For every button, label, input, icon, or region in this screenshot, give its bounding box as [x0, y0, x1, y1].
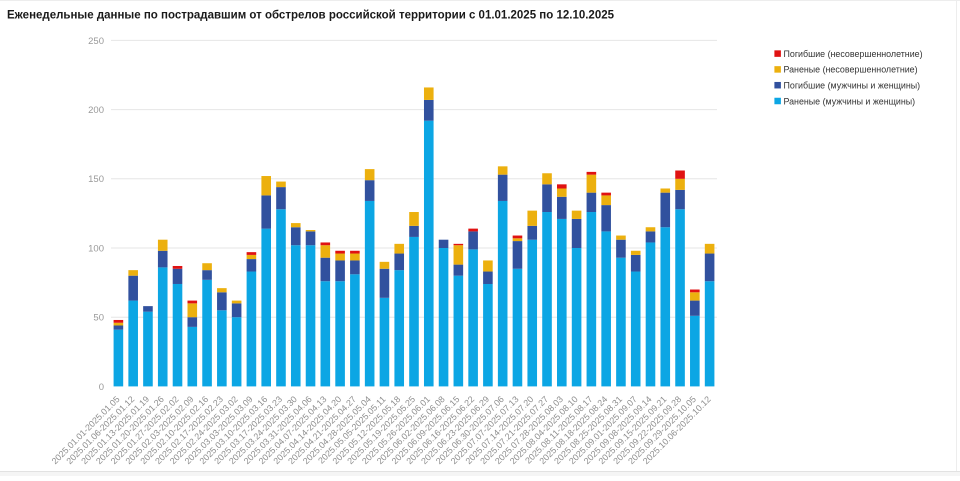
svg-text:100: 100 — [88, 243, 104, 254]
svg-text:Раненые (мужчины и женщины): Раненые (мужчины и женщины) — [784, 96, 916, 106]
svg-text:Еженедельные данные по пострад: Еженедельные данные по пострадавшим от о… — [7, 10, 615, 22]
svg-text:250: 250 — [88, 36, 104, 47]
svg-text:150: 150 — [88, 174, 104, 185]
svg-text:200: 200 — [88, 105, 104, 116]
svg-text:50: 50 — [93, 313, 104, 324]
svg-text:Погибшие (несовершеннолетние): Погибшие (несовершеннолетние) — [784, 49, 923, 59]
svg-text:Раненые (несовершеннолетние): Раненые (несовершеннолетние) — [784, 65, 918, 75]
svg-text:0: 0 — [99, 382, 104, 393]
svg-text:Погибшие (мужчины и женщины): Погибшие (мужчины и женщины) — [784, 81, 921, 91]
